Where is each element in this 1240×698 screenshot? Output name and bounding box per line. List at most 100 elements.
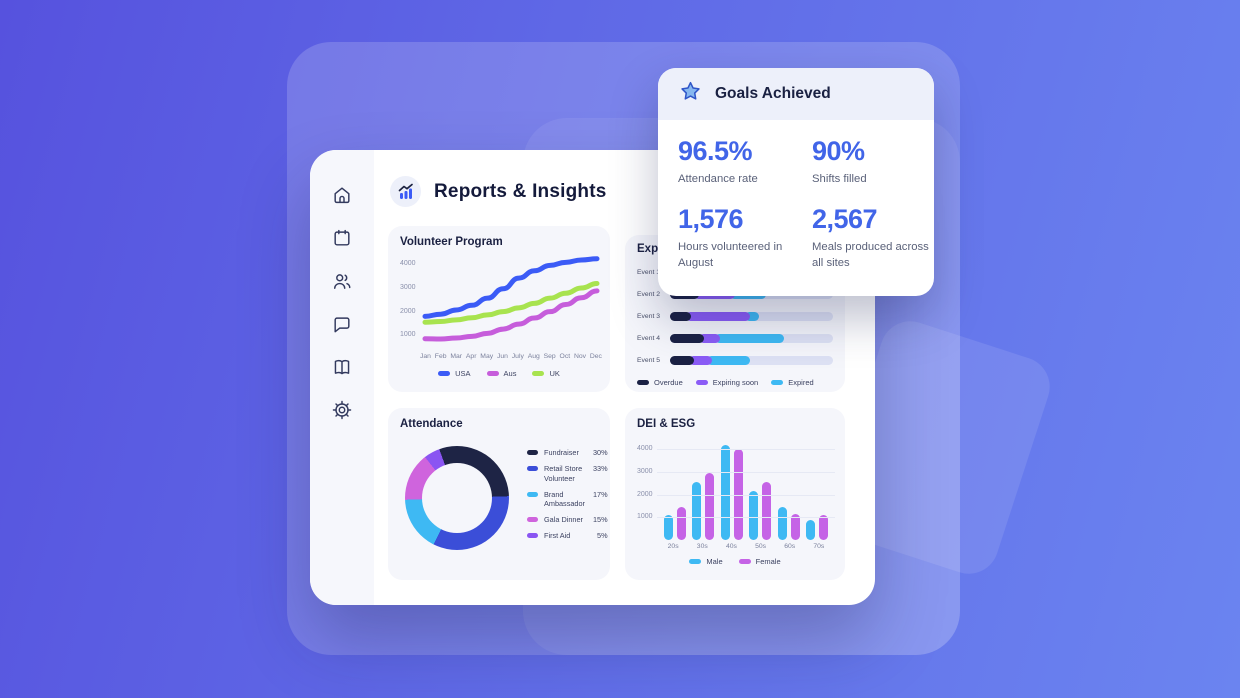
attendance-donut-chart bbox=[405, 446, 509, 550]
bar-male bbox=[692, 482, 702, 540]
y-axis-tick: 1000 bbox=[400, 331, 416, 339]
legend-swatch bbox=[527, 517, 538, 523]
bar-group bbox=[720, 444, 743, 540]
gridline bbox=[657, 471, 835, 473]
bar-segment-overdue bbox=[670, 356, 695, 365]
stat: 1,576 Hours volunteered in August bbox=[678, 204, 812, 271]
legend-item: Retail Store Volunteer 33% bbox=[527, 464, 608, 484]
legend-item: Expired bbox=[771, 378, 814, 387]
bar-segment-overdue bbox=[670, 334, 705, 343]
legend-label: Male bbox=[706, 557, 723, 566]
bar-chart-icon bbox=[390, 176, 421, 207]
chat-icon[interactable] bbox=[331, 313, 353, 335]
bar-segment-expired bbox=[707, 356, 750, 365]
bar-male bbox=[749, 491, 759, 540]
bar-segment-expiring-soon bbox=[699, 334, 721, 343]
bar-male bbox=[806, 519, 816, 540]
expirations-row: Event 5 bbox=[637, 356, 833, 365]
settings-icon[interactable] bbox=[331, 399, 353, 421]
legend-item: USA bbox=[438, 369, 471, 378]
legend-value: 30% bbox=[592, 448, 608, 457]
x-axis-tick: May bbox=[480, 353, 494, 360]
gridline bbox=[657, 517, 835, 519]
x-axis-tick: Sep bbox=[543, 353, 556, 360]
row-label: Event 5 bbox=[637, 357, 661, 364]
users-icon[interactable] bbox=[331, 270, 353, 292]
bar-male bbox=[777, 507, 787, 540]
x-axis-labels: 20s 30s 40s 50s 60s 70s bbox=[657, 543, 835, 550]
legend-item: Gala Dinner 15% bbox=[527, 515, 608, 525]
stat-value: 90% bbox=[812, 136, 865, 166]
y-axis-tick: 1000 bbox=[637, 513, 653, 521]
bar-female bbox=[790, 513, 800, 540]
stat: 96.5% Attendance rate bbox=[678, 136, 812, 187]
row-label: Event 3 bbox=[637, 313, 661, 320]
donut-hole bbox=[422, 463, 492, 533]
bar-group bbox=[777, 507, 800, 540]
x-axis-tick: Jan bbox=[420, 353, 431, 360]
row-label: Event 1 bbox=[637, 269, 661, 276]
gridline bbox=[657, 494, 835, 496]
stat-value: 2,567 bbox=[812, 204, 878, 235]
legend-label: Brand Ambassador bbox=[544, 489, 585, 509]
legend-swatch bbox=[527, 465, 538, 471]
bar-group bbox=[663, 507, 686, 540]
bar-groups bbox=[657, 440, 835, 540]
legend-value: 17% bbox=[592, 489, 608, 499]
bar-female bbox=[676, 507, 686, 540]
y-axis-tick: 2000 bbox=[637, 490, 653, 498]
legend-label: Gala Dinner bbox=[544, 515, 583, 525]
legend-value: 5% bbox=[597, 531, 608, 541]
y-axis-tick: 4000 bbox=[637, 445, 653, 453]
bar-segment-expired bbox=[744, 312, 760, 321]
legend-label: Overdue bbox=[654, 378, 683, 387]
legend-item: Brand Ambassador 17% bbox=[527, 490, 608, 510]
legend-value: 33% bbox=[592, 463, 608, 473]
legend-label: Aus bbox=[503, 369, 517, 378]
legend-label: USA bbox=[455, 369, 471, 378]
bar-track bbox=[670, 356, 833, 365]
legend-item: Expiring soon bbox=[695, 378, 758, 387]
goals-card-title: Goals Achieved bbox=[715, 85, 831, 102]
row-label: Event 2 bbox=[637, 291, 661, 298]
calendar-icon[interactable] bbox=[331, 227, 353, 249]
legend-swatch bbox=[527, 491, 538, 497]
goals-stats-grid: 96.5% Attendance rate 90% Shifts filled … bbox=[658, 120, 934, 271]
bar-group bbox=[806, 515, 829, 540]
line-series-UK bbox=[422, 281, 600, 325]
legend-swatch bbox=[527, 533, 538, 539]
legend-swatch bbox=[637, 380, 649, 385]
legend-label: Retail Store Volunteer bbox=[544, 463, 583, 483]
legend-item: Male bbox=[689, 557, 723, 566]
legend-label: Expired bbox=[788, 378, 814, 387]
stat: 2,567 Meals produced across all sites bbox=[812, 204, 934, 271]
gridline bbox=[657, 449, 835, 451]
volunteer-program-card: Volunteer Program 1000 2000 3000 4000 Jan Fe… bbox=[388, 226, 610, 392]
stat-label: Shifts filled bbox=[812, 173, 867, 185]
legend-swatch bbox=[438, 371, 451, 376]
dashboard-header: Reports & Insights bbox=[390, 176, 607, 207]
x-axis-tick: 40s bbox=[725, 543, 737, 550]
legend-item: UK bbox=[532, 369, 560, 378]
legend-item: Aus bbox=[486, 369, 517, 378]
page-title: Reports & Insights bbox=[434, 180, 607, 202]
legend-item: First Aid 5% bbox=[527, 531, 608, 541]
attendance-card: Attendance Fundraiser 30% Retail Store Vol… bbox=[388, 408, 610, 580]
book-icon[interactable] bbox=[331, 356, 353, 378]
card-title: Exp bbox=[637, 243, 659, 255]
stat-label: Hours volunteered in August bbox=[678, 241, 783, 269]
y-axis-tick: 3000 bbox=[637, 467, 653, 475]
y-axis-tick: 4000 bbox=[400, 260, 416, 268]
stat-value: 1,576 bbox=[678, 204, 744, 235]
dashboard-window: Reports & Insights Volunteer Program 100… bbox=[310, 150, 875, 605]
bar-segment-expiring-soon bbox=[686, 312, 750, 321]
bar-track bbox=[670, 334, 833, 343]
legend-item: Fundraiser 30% bbox=[527, 448, 608, 458]
x-axis-tick: 30s bbox=[696, 543, 708, 550]
x-axis-tick: 20s bbox=[667, 543, 679, 550]
x-axis-tick: 60s bbox=[784, 543, 796, 550]
stat-label: Attendance rate bbox=[678, 173, 758, 185]
home-icon[interactable] bbox=[331, 184, 353, 206]
y-axis-tick: 3000 bbox=[400, 284, 416, 292]
